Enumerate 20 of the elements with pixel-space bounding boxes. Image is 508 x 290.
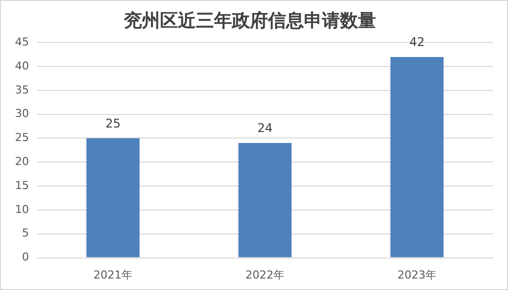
y-tick-label: 30 [14, 107, 29, 120]
data-label: 25 [105, 116, 121, 130]
y-tick-label: 45 [14, 35, 29, 48]
chart-title: 兖州区近三年政府信息申请数量 [123, 10, 376, 32]
bar [390, 56, 444, 258]
y-tick-label: 10 [14, 202, 29, 216]
x-tick-label: 2023年 [398, 268, 436, 282]
bar [86, 138, 140, 258]
y-tick-label: 35 [14, 83, 29, 96]
x-tick-label: 2022年 [246, 268, 284, 282]
y-tick-label: 15 [14, 178, 29, 192]
data-label: 24 [257, 121, 273, 136]
y-tick-label: 20 [14, 155, 29, 168]
y-tick-label: 25 [14, 131, 29, 144]
y-tick-label: 0 [22, 250, 29, 264]
data-label: 42 [409, 35, 425, 50]
bar [238, 143, 292, 258]
y-tick-label: 40 [14, 59, 29, 72]
y-tick-label: 5 [22, 226, 29, 240]
x-tick-label: 2021年 [94, 268, 132, 282]
